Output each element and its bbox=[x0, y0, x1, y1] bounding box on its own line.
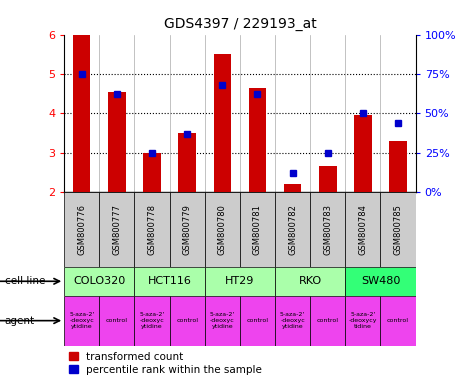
Bar bbox=[284, 184, 301, 192]
Title: GDS4397 / 229193_at: GDS4397 / 229193_at bbox=[163, 17, 316, 31]
Bar bbox=[249, 88, 266, 192]
Bar bbox=[275, 267, 345, 296]
Text: control: control bbox=[176, 318, 198, 323]
Text: GSM800782: GSM800782 bbox=[288, 204, 297, 255]
Bar bbox=[134, 267, 205, 296]
Text: control: control bbox=[387, 318, 409, 323]
Bar bbox=[345, 267, 416, 296]
Text: 5-aza-2'
-deoxyc
ytidine: 5-aza-2' -deoxyc ytidine bbox=[209, 312, 235, 329]
Bar bbox=[108, 92, 125, 192]
Bar bbox=[213, 54, 231, 192]
Bar bbox=[345, 296, 380, 346]
Text: RKO: RKO bbox=[299, 276, 322, 286]
Bar bbox=[99, 296, 134, 346]
Text: GSM800780: GSM800780 bbox=[218, 204, 227, 255]
Text: GSM800785: GSM800785 bbox=[394, 204, 402, 255]
Bar bbox=[275, 296, 310, 346]
Text: cell line: cell line bbox=[5, 276, 45, 286]
Bar bbox=[205, 267, 275, 296]
Bar bbox=[240, 296, 275, 346]
Text: control: control bbox=[317, 318, 339, 323]
Text: GSM800783: GSM800783 bbox=[323, 204, 332, 255]
Bar bbox=[134, 192, 170, 267]
Text: GSM800777: GSM800777 bbox=[113, 204, 121, 255]
Text: SW480: SW480 bbox=[361, 276, 400, 286]
Bar bbox=[390, 141, 407, 192]
Text: GSM800778: GSM800778 bbox=[148, 204, 156, 255]
Text: GSM800779: GSM800779 bbox=[183, 204, 191, 255]
Bar bbox=[134, 296, 170, 346]
Text: GSM800781: GSM800781 bbox=[253, 204, 262, 255]
Bar bbox=[205, 192, 240, 267]
Bar bbox=[143, 153, 161, 192]
Bar bbox=[170, 192, 205, 267]
Text: agent: agent bbox=[5, 316, 35, 326]
Bar bbox=[240, 192, 275, 267]
Text: 5-aza-2'
-deoxyc
ytidine: 5-aza-2' -deoxyc ytidine bbox=[280, 312, 305, 329]
Bar bbox=[310, 192, 345, 267]
Bar bbox=[354, 115, 371, 192]
Text: HT29: HT29 bbox=[225, 276, 255, 286]
Text: COLO320: COLO320 bbox=[73, 276, 125, 286]
Text: control: control bbox=[106, 318, 128, 323]
Bar bbox=[99, 192, 134, 267]
Bar bbox=[179, 133, 196, 192]
Bar bbox=[64, 192, 99, 267]
Text: GSM800776: GSM800776 bbox=[77, 204, 86, 255]
Bar bbox=[380, 192, 416, 267]
Text: 5-aza-2'
-deoxyc
ytidine: 5-aza-2' -deoxyc ytidine bbox=[139, 312, 165, 329]
Text: control: control bbox=[247, 318, 268, 323]
Bar bbox=[275, 192, 310, 267]
Bar bbox=[205, 296, 240, 346]
Text: 5-aza-2'
-deoxycy
tidine: 5-aza-2' -deoxycy tidine bbox=[349, 312, 377, 329]
Bar bbox=[73, 35, 91, 192]
Bar bbox=[380, 296, 416, 346]
Bar bbox=[170, 296, 205, 346]
Text: GSM800784: GSM800784 bbox=[359, 204, 367, 255]
Bar bbox=[345, 192, 380, 267]
Bar bbox=[64, 267, 134, 296]
Bar bbox=[310, 296, 345, 346]
Legend: transformed count, percentile rank within the sample: transformed count, percentile rank withi… bbox=[69, 352, 262, 375]
Text: HCT116: HCT116 bbox=[148, 276, 191, 286]
Text: 5-aza-2'
-deoxyc
ytidine: 5-aza-2' -deoxyc ytidine bbox=[69, 312, 95, 329]
Bar bbox=[64, 296, 99, 346]
Bar bbox=[319, 166, 336, 192]
